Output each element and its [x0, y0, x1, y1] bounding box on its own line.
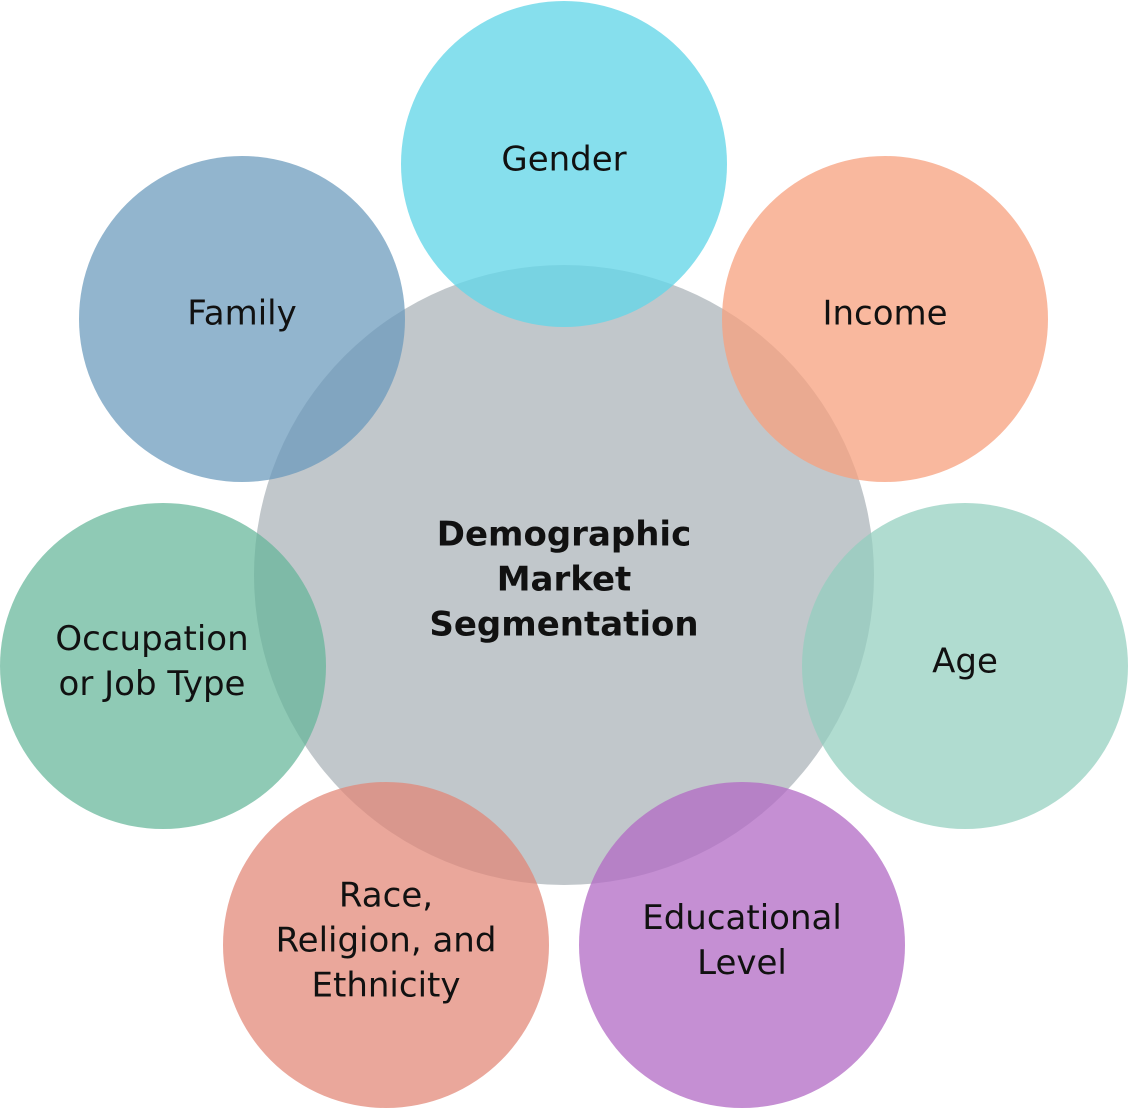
race-label-line-2: Religion, and [275, 920, 497, 961]
gender-label-line-1: Gender [501, 139, 627, 180]
gender-label: Gender [501, 138, 626, 183]
income-circle [722, 156, 1048, 482]
educational-level-label-line-1: Educational [642, 898, 842, 938]
occupation-circle [0, 503, 326, 829]
race-label-line-1: Race, [338, 875, 434, 916]
center-label-line-2: Market [496, 559, 632, 600]
family-label: Family [187, 292, 296, 337]
race-label-line-3: Ethnicity [311, 965, 461, 1006]
occupation-label: Occupation or Job Type [55, 617, 248, 707]
center-label-line-3: Segmentation [429, 604, 699, 645]
age-circle [802, 503, 1128, 829]
race-religion-ethnicity-label: Race, Religion, and Ethnicity [276, 874, 497, 1009]
occupation-label-line-2: or Job Type [58, 664, 246, 704]
center-label: Demographic Market Segmentation [429, 513, 698, 648]
occupation-label-line-1: Occupation [55, 619, 249, 659]
educational-level-label: Educational Level [642, 896, 842, 986]
income-label: Income [822, 292, 947, 337]
family-circle [79, 156, 405, 482]
age-label-line-1: Age [932, 641, 998, 682]
family-label-line-1: Family [187, 293, 297, 334]
educational-level-label-line-2: Level [697, 943, 787, 983]
center-label-line-1: Demographic [436, 514, 692, 555]
gender-circle [401, 1, 727, 327]
age-label: Age [932, 640, 998, 685]
income-label-line-1: Income [822, 293, 948, 334]
race-religion-ethnicity-circle [223, 782, 549, 1108]
educational-level-circle [579, 782, 905, 1108]
